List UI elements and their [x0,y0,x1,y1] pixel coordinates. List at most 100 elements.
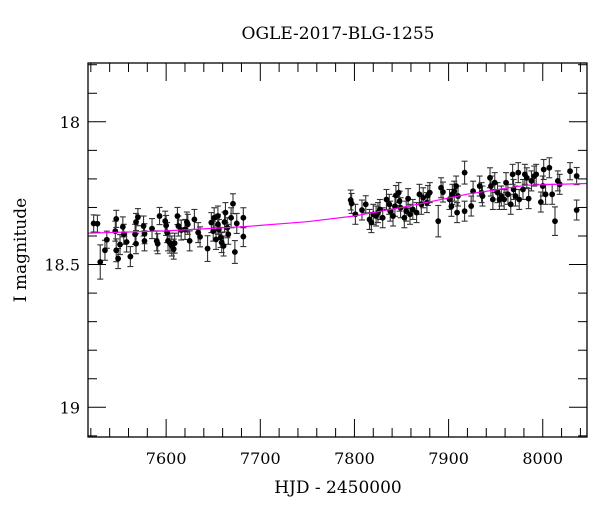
plot-frame [87,62,588,438]
data-point [537,199,544,205]
data-point [507,201,514,208]
plot-content [88,157,587,280]
data-point [119,223,126,230]
data-point [208,219,215,226]
data-point [94,220,101,227]
data-point [240,214,247,221]
data-point [184,221,191,228]
data-point [512,193,519,199]
data-point [222,209,229,216]
data-point [503,179,509,186]
data-point [112,228,119,235]
data-point [401,214,408,221]
data-point [156,213,163,219]
data-point [407,211,413,218]
data-point [440,189,446,195]
data-point [120,231,127,238]
data-point [395,189,402,196]
y-axis-label: I magnitude [11,198,31,302]
data-point [240,233,247,240]
data-point [516,196,523,203]
data-point [476,183,483,189]
data-point [141,237,148,244]
data-point [213,236,219,243]
data-point [525,195,532,202]
data-point [396,198,403,205]
data-point [461,169,468,176]
data-point [453,183,460,189]
data-point [420,194,427,201]
data-point [140,223,147,229]
data-point [520,186,526,193]
data-point [221,219,228,225]
data-point [163,222,170,229]
data-point [413,209,420,216]
data-point [228,214,235,221]
data-point [487,174,493,181]
data-point [528,178,535,184]
data-point [494,189,501,196]
data-point [435,218,442,225]
data-point [204,245,211,252]
data-point [552,218,558,225]
data-point [488,183,494,189]
data-point [448,203,455,210]
data-point [468,203,475,209]
data-point [451,188,458,195]
data-point [390,213,396,219]
data-point [386,201,393,208]
data-point [230,200,236,207]
data-point [154,240,161,247]
data-point [426,189,433,196]
data-point [359,207,365,213]
data-point [368,219,375,226]
data-point [135,214,141,221]
data-point [533,171,540,178]
chart-title: OGLE-2017-BLG-1255 [242,24,435,44]
data-point [540,166,547,173]
data-point [149,225,155,232]
data-point [546,164,553,171]
data-point [505,191,511,198]
data-point [489,196,496,203]
data-point [573,207,580,213]
data-point [362,201,369,208]
y-tick-label: 18 [60,113,80,132]
data-point [174,213,181,219]
data-point [210,228,217,235]
axis-ticks [88,63,587,437]
data-point [348,200,355,207]
data-point [542,191,549,198]
data-point [123,239,130,245]
data-point [573,173,580,179]
data-points [90,164,580,265]
y-tick-label: 19 [60,398,80,417]
data-point [113,247,120,254]
data-point [509,171,516,178]
data-point [103,236,110,243]
x-tick-label: 7800 [334,449,375,468]
x-tick-label: 8000 [522,449,563,468]
data-point [113,215,120,222]
data-point [220,243,227,249]
tick-labels: 7600 7700 7800 7900 8000 18 18.5 19 [44,113,563,468]
data-point [501,196,508,203]
data-point [454,209,460,216]
x-tick-label: 7600 [146,449,187,468]
data-point [102,247,108,254]
data-point [97,259,104,265]
data-point [117,241,123,248]
data-point [479,193,486,199]
data-point [510,186,517,193]
data-point [383,196,390,203]
data-point [141,230,148,237]
data-point [491,179,498,186]
model-curve [88,182,587,234]
data-point [379,214,386,221]
data-point [215,221,221,228]
data-point [231,249,238,255]
x-tick-label: 7700 [240,449,281,468]
data-point [127,253,134,260]
data-point [133,240,139,247]
